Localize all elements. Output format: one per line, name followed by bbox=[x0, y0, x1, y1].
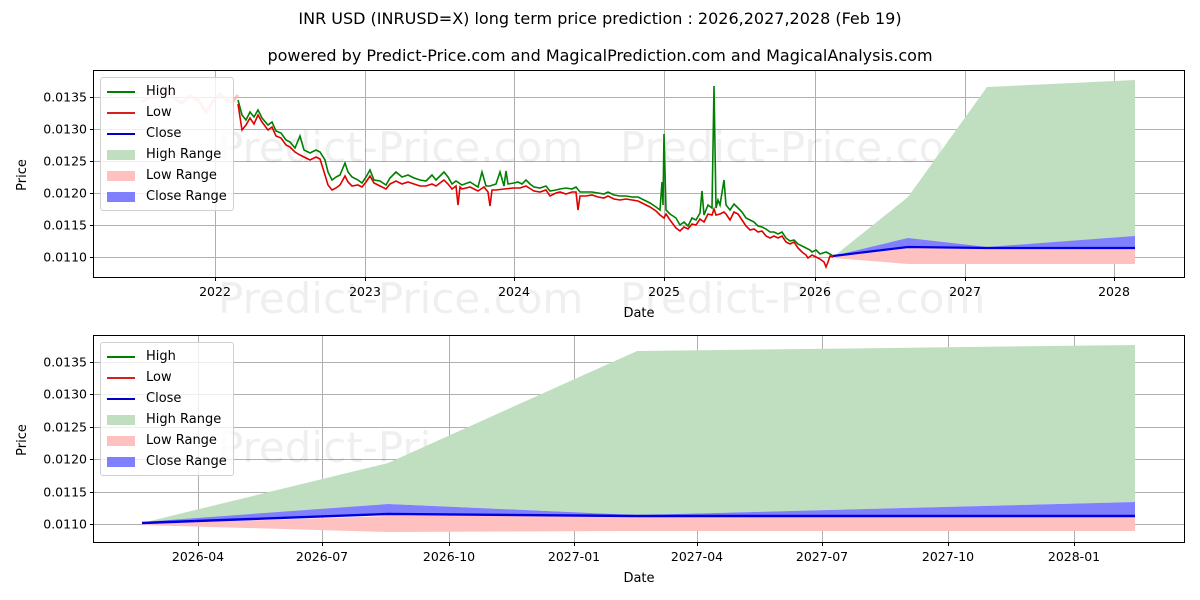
top-close-line bbox=[832, 245, 1135, 258]
x-tick-label: 2025 bbox=[648, 284, 680, 299]
legend-line-swatch bbox=[107, 111, 135, 114]
y-tick-label: 0.0120 bbox=[43, 186, 87, 201]
top-low-range bbox=[833, 248, 1135, 264]
top-plot: Predict-Price.com Predict-Price.com Pred… bbox=[15, 70, 1185, 323]
bottom-axes-frame bbox=[93, 335, 1185, 543]
y-tick-label: 0.0115 bbox=[43, 485, 87, 500]
y-tick-label: 0.0110 bbox=[43, 517, 87, 532]
x-tick-label: 2024 bbox=[498, 284, 530, 299]
bottom-plot: Predict-Price.com Predict-Price.com 0.01… bbox=[15, 335, 1185, 586]
y-tick-label: 0.0130 bbox=[43, 122, 87, 137]
legend-label: Close Range bbox=[146, 454, 227, 469]
legend-line-swatch bbox=[107, 355, 135, 358]
x-tick-label: 2026-10 bbox=[423, 549, 475, 564]
legend-label: High Range bbox=[146, 412, 222, 427]
watermark: Predict-Price.com bbox=[620, 123, 985, 172]
y-tick-label: 0.0125 bbox=[43, 420, 87, 435]
legend-label: Low bbox=[146, 105, 172, 120]
watermark: Predict-Price.com bbox=[218, 274, 583, 323]
x-tick-label: 2022 bbox=[199, 284, 231, 299]
legend-label: High Range bbox=[146, 147, 222, 162]
legend-patch-swatch bbox=[107, 149, 135, 160]
legend-item-high: High bbox=[107, 81, 227, 102]
legend-line-swatch bbox=[107, 90, 135, 93]
legend-item-high: High bbox=[107, 346, 227, 367]
x-tick-label: 2027-01 bbox=[548, 549, 600, 564]
legend-line-swatch bbox=[107, 397, 135, 400]
x-tick-label: 2028-01 bbox=[1048, 549, 1100, 564]
y-tick-label: 0.0115 bbox=[43, 218, 87, 233]
y-tick-label: 0.0110 bbox=[43, 250, 87, 265]
legend-patch-swatch bbox=[107, 414, 135, 425]
top-high-range bbox=[833, 80, 1135, 257]
legend-item-low-range: Low Range bbox=[107, 165, 227, 186]
legend-label: Low Range bbox=[146, 433, 217, 448]
y-tick-label: 0.0130 bbox=[43, 387, 87, 402]
bottom-close-range bbox=[142, 502, 1135, 524]
x-tick-label: 2027-04 bbox=[671, 549, 723, 564]
x-tick-label: 2023 bbox=[349, 284, 381, 299]
top-history-low bbox=[237, 103, 834, 270]
bottom-high-range bbox=[142, 345, 1135, 523]
chart-title: INR USD (INRUSD=X) long term price predi… bbox=[298, 9, 902, 28]
legend-item-low: Low bbox=[107, 102, 227, 123]
legend-label: Close bbox=[146, 126, 182, 141]
watermark: Predict-Price.com bbox=[218, 123, 583, 172]
legend-patch-swatch bbox=[107, 435, 135, 446]
bottom-y-label: Price bbox=[15, 424, 30, 456]
legend-item-close: Close bbox=[107, 123, 227, 144]
x-tick-label: 2028 bbox=[1098, 284, 1130, 299]
legend-item-high-range: High Range bbox=[107, 144, 227, 165]
legend-line-swatch bbox=[107, 132, 135, 135]
y-tick-label: 0.0120 bbox=[43, 452, 87, 467]
top-axes-frame bbox=[93, 70, 1185, 278]
y-tick-label: 0.0135 bbox=[43, 355, 87, 370]
legend-item-high-range: High Range bbox=[107, 409, 227, 430]
x-tick-label: 2026-07 bbox=[296, 549, 348, 564]
x-tick-label: 2027-07 bbox=[796, 549, 848, 564]
legend-label: High bbox=[146, 84, 176, 99]
top-x-label: Date bbox=[623, 306, 654, 321]
legend-label: Close bbox=[146, 391, 182, 406]
legend-patch-swatch bbox=[107, 170, 135, 181]
legend-label: Low bbox=[146, 370, 172, 385]
legend-item-low-range: Low Range bbox=[107, 430, 227, 451]
legend-item-low: Low bbox=[107, 367, 227, 388]
x-tick-label: 2026 bbox=[799, 284, 831, 299]
legend-item-close: Close bbox=[107, 388, 227, 409]
x-tick-label: 2027-10 bbox=[922, 549, 974, 564]
bottom-legend: High Low Close High Range Low Range Close Ran… bbox=[100, 342, 234, 476]
top-legend: High Low Close High Range Low Range Close Ran… bbox=[100, 77, 234, 211]
bottom-ticks: 0.0135 0.0130 0.0125 0.0120 0.0115 0.0110 2026… bbox=[43, 355, 1100, 565]
legend-item-close-range: Close Range bbox=[107, 451, 227, 472]
legend-patch-swatch bbox=[107, 456, 135, 467]
legend-item-close-range: Close Range bbox=[107, 186, 227, 207]
bottom-low-range bbox=[142, 516, 1135, 532]
chart-subtitle: powered by Predict-Price.com and Magical… bbox=[267, 46, 933, 65]
watermark: Predict-Price.com bbox=[620, 274, 985, 323]
bottom-close-line bbox=[141, 512, 1135, 525]
y-tick-label: 0.0135 bbox=[43, 90, 87, 105]
legend-label: High bbox=[146, 349, 176, 364]
legend-label: Close Range bbox=[146, 189, 227, 204]
top-y-label: Price bbox=[15, 159, 30, 191]
x-tick-label: 2026-04 bbox=[172, 549, 224, 564]
legend-patch-swatch bbox=[107, 191, 135, 202]
top-history-high bbox=[237, 85, 834, 257]
top-close-range bbox=[833, 236, 1135, 257]
legend-line-swatch bbox=[107, 376, 135, 379]
x-tick-label: 2027 bbox=[949, 284, 981, 299]
y-tick-label: 0.0125 bbox=[43, 154, 87, 169]
legend-label: Low Range bbox=[146, 168, 217, 183]
bottom-x-label: Date bbox=[623, 571, 654, 586]
top-ticks: 0.0135 0.0130 0.0125 0.0120 0.0115 0.0110 2022… bbox=[43, 90, 1130, 300]
